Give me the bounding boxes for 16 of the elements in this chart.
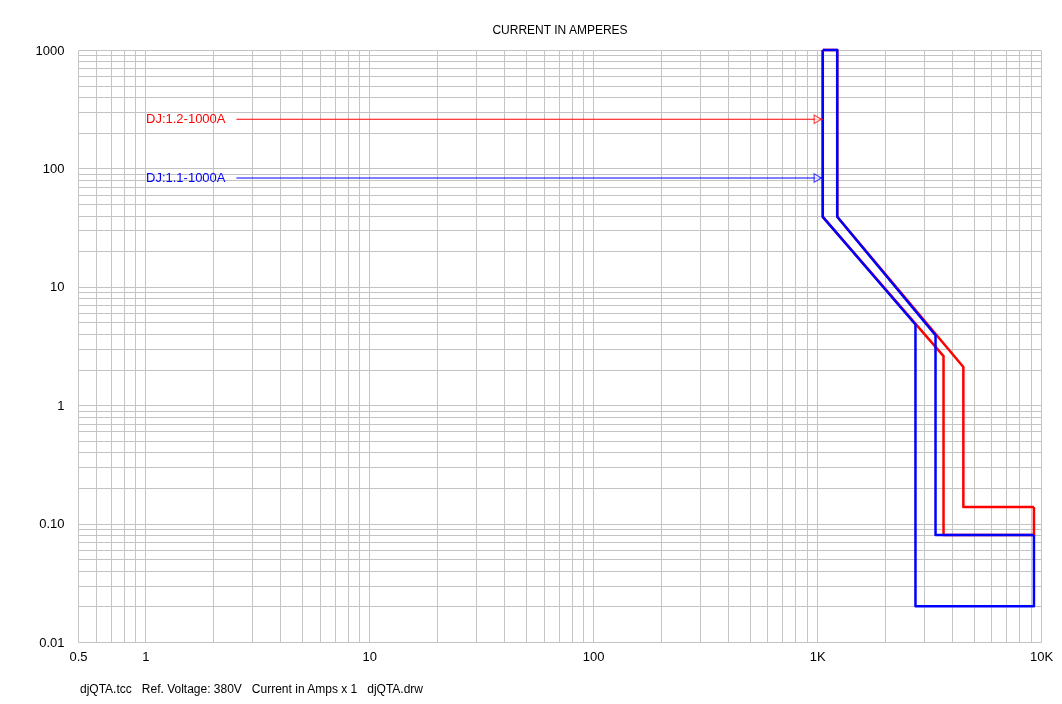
annotation: DJ:1.1-1000A [146, 169, 226, 185]
x-tick-label: 10 [362, 648, 378, 664]
y-tick-label: 1000 [35, 42, 65, 58]
y-tick-label: 0.01 [39, 634, 65, 650]
text: djQTA.tcc Ref. Voltage: 380V Current in Amps x 1 djQTA.drw [80, 682, 424, 696]
y-tick-label: 10 [50, 279, 65, 295]
y-tick-label: 100 [42, 160, 65, 176]
annotation: DJ:1.2-1000A [146, 111, 226, 127]
x-tick-label: 10K [1029, 648, 1054, 664]
x-tick-label: 1 [142, 648, 150, 664]
x-tick-label: 100 [582, 648, 605, 664]
y-tick-label: 0.10 [39, 516, 65, 532]
x-tick-label: 0.5 [69, 648, 88, 664]
x-tick-label: 1K [809, 648, 826, 664]
x-axis-title: CURRENT IN AMPERES [492, 22, 628, 37]
y-tick-label: 1 [57, 397, 65, 413]
